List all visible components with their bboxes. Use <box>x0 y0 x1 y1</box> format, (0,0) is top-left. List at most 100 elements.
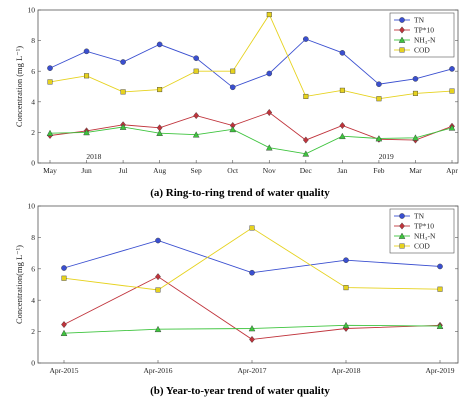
chart-a-series-cod-point <box>157 87 163 93</box>
chart-b-series-tn-point <box>249 269 255 276</box>
chart-a-series-cod-line <box>49 13 453 100</box>
chart-b-ylabel: Concentration(mg L⁻¹) <box>14 245 24 324</box>
chart-a-series-nh-n-point <box>119 123 127 130</box>
chart-b-caption: (b) Year-to-year trend of water quality <box>150 385 330 397</box>
chart-a-series-nh-n-point <box>156 129 163 136</box>
chart-a-series-cod-point <box>230 68 236 74</box>
chart-a-xtick-label: Apr <box>446 166 458 175</box>
chart-b-ytick-label: 10 <box>28 202 36 211</box>
chart-a-legend-marker-nh-n <box>398 36 406 43</box>
chart-a-xtick-label: Jun <box>81 166 92 175</box>
chart-a-series-tp-10-point <box>193 112 200 120</box>
chart-b: 0 2 4 6 8 10 Apr-2015 Apr-2016 Apr-2017 Apr-2018 A… <box>14 202 459 375</box>
chart-a-ytick-label: 6 <box>31 67 35 76</box>
chart-a-series-tp-10-point <box>339 121 346 130</box>
chart-a-ylabel: Concentration (mg L⁻¹) <box>14 46 24 127</box>
chart-b-series-tp-10-point <box>155 273 161 281</box>
chart-a-xtick-label: Aug <box>153 166 166 175</box>
chart-b-legend-label-tp-10: TP*10 <box>414 222 434 231</box>
chart-a-series-nh-n-line <box>49 126 453 155</box>
chart-a-series-tn-point <box>449 66 455 72</box>
chart-a-legend-label-tn: TN <box>414 16 425 25</box>
chart-a-xtick-label: May <box>43 166 57 175</box>
chart-b-legend-marker-tn <box>399 213 405 219</box>
chart-a-series-tn-point <box>376 81 382 88</box>
chart-a-series-cod-point <box>303 93 309 99</box>
chart-a-series-nh-n-point <box>339 132 346 140</box>
chart-a-series-nh-n-point <box>229 125 237 133</box>
chart-a-series-tn-point <box>120 59 126 65</box>
chart-b-series-cod-point <box>437 286 443 292</box>
chart-a-series-nh-n-point <box>302 150 310 157</box>
chart-a-series-cod-point <box>376 96 382 102</box>
chart-b-series-tn-point <box>343 257 349 263</box>
chart-b-legend-label-nh-n: NH₃-N <box>414 232 436 241</box>
chart-b-ytick-label: 2 <box>31 327 35 336</box>
chart-b-ytick-label: 8 <box>31 233 35 242</box>
chart-b-series-cod-point <box>155 287 161 293</box>
chart-b-xtick-label: Apr-2017 <box>237 366 266 375</box>
chart-a-legend-label-tp-10: TP*10 <box>414 26 434 35</box>
chart-b-series-tn-point <box>437 263 443 270</box>
chart-b-legend-marker-tp-10 <box>399 222 405 230</box>
chart-b-xtick-label: Apr-2016 <box>143 366 172 375</box>
chart-b-series-tp-10-point <box>61 321 67 329</box>
chart-b-series-nh-n-point <box>342 321 350 329</box>
chart-a-year-label-2019: 2019 <box>379 152 394 161</box>
chart-a-plot-frame <box>37 9 459 164</box>
chart-a-xtick-label: Jul <box>119 166 128 175</box>
chart-b-series-cod-point <box>343 285 349 291</box>
chart-a-series-tn-point <box>47 65 53 71</box>
chart-a-series-cod-point <box>412 90 418 96</box>
chart-a-ytick-label: 10 <box>28 6 36 15</box>
chart-a-ytick-label: 8 <box>31 36 35 45</box>
chart-a-series-tn-point <box>229 84 236 91</box>
chart-a-series-tn-point <box>266 70 273 77</box>
chart-a-series-tn-point <box>83 48 90 55</box>
chart-a-series-tn-point <box>156 41 163 48</box>
chart-a-xtick-label: Feb <box>373 166 385 175</box>
chart-a-series-tp-10-point <box>266 108 273 117</box>
chart-b-series-nh-n-point <box>60 329 68 336</box>
chart-a-series-nh-n-point <box>46 129 54 136</box>
chart-a-series-cod-point <box>120 89 126 95</box>
chart-b-series-cod-point <box>249 225 255 231</box>
chart-a-series-nh-n-point <box>375 135 383 142</box>
chart-b-series-tn-point <box>155 237 161 244</box>
chart-a-legend-label-cod: COD <box>414 46 430 55</box>
chart-b-legend-marker-nh-n <box>398 232 406 239</box>
chart-a-series-cod-point <box>266 12 272 18</box>
chart-a-year-label-2018: 2018 <box>86 152 101 161</box>
chart-a-ytick-label: 0 <box>31 159 35 168</box>
chart-a-legend-marker-cod <box>399 47 405 53</box>
chart-a-legend-marker-tp-10 <box>399 26 405 34</box>
chart-a-series-cod-point <box>449 88 455 94</box>
chart-a-series-cod-point <box>193 68 199 74</box>
chart-a-series-cod-point <box>47 79 53 85</box>
chart-a-series-tn-line <box>49 38 453 88</box>
chart-b-xtick-label: Apr-2018 <box>331 366 360 375</box>
chart-a-series-tn-point <box>412 76 419 82</box>
chart-a-series-tp-10-point <box>302 136 309 144</box>
chart-a-xtick-label: Oct <box>227 166 239 175</box>
chart-a-legend-marker-tn <box>399 17 405 23</box>
chart-b-legend-marker-cod <box>399 243 405 249</box>
chart-a-xtick-label: Mar <box>409 166 422 175</box>
chart-a-series-nh-n-point <box>412 134 419 141</box>
chart-a-ytick-label: 4 <box>31 97 35 106</box>
chart-b-series-tp-10-point <box>249 335 255 343</box>
chart-a-series-tn-point <box>339 50 346 56</box>
chart-a-series-cod-point <box>84 73 90 79</box>
chart-a-series-tp-10-line <box>49 111 453 141</box>
chart-a-ytick-label: 2 <box>31 128 35 137</box>
chart-b-series-nh-n-point <box>248 325 256 332</box>
chart-a-xtick-label: Nov <box>263 166 276 175</box>
chart-a: 0 2 4 6 8 10 May Jun Jul Aug Sep Oct Nov Dec Jan Feb Mar… <box>14 6 459 175</box>
chart-a-xtick-label: Jan <box>337 166 347 175</box>
chart-b-series-cod-point <box>61 275 67 281</box>
chart-a-series-tn-point <box>193 55 199 61</box>
chart-a-series-cod-point <box>339 87 345 93</box>
